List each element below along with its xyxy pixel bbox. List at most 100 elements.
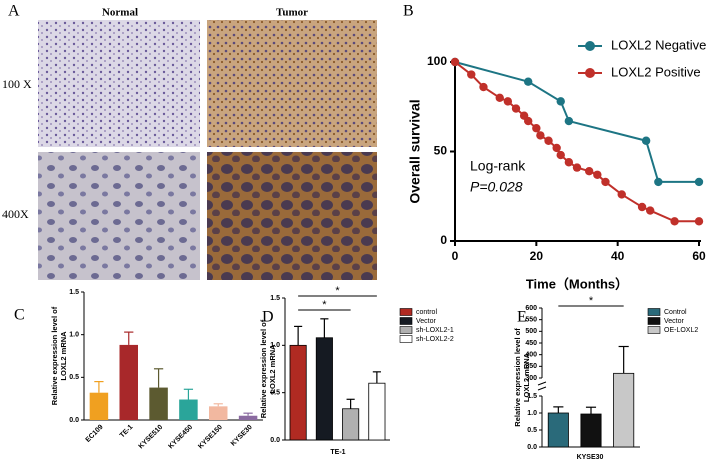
panel-label: B <box>403 3 414 20</box>
y-tick-label: 450 <box>525 340 537 347</box>
marker <box>467 70 476 79</box>
marker <box>670 217 679 226</box>
micrograph <box>38 20 200 147</box>
marker <box>556 97 565 106</box>
y-tick-label: 50 <box>434 144 448 158</box>
marker <box>572 163 582 172</box>
column-label: Normal <box>102 7 138 19</box>
y-tick-label: 0.0 <box>69 417 79 424</box>
x-tick-label: KYSE510 <box>138 424 165 451</box>
legend-marker <box>585 68 595 78</box>
marker <box>694 177 704 187</box>
y-axis-label: Relative expression level of <box>513 328 522 427</box>
y-axis-label: Relative expression level of <box>50 306 59 405</box>
bar <box>613 372 635 448</box>
marker <box>532 124 541 133</box>
marker <box>479 82 488 92</box>
y-tick-label: 1.0 <box>69 332 79 339</box>
panel-label: E <box>517 309 527 326</box>
y-axis-label: Relative expression level of <box>259 319 268 418</box>
marker <box>654 177 663 187</box>
y-tick-label: 600 <box>525 305 537 312</box>
marker <box>495 93 504 103</box>
marker <box>601 177 610 187</box>
legend-label: Vector <box>416 318 437 325</box>
bar <box>179 399 198 420</box>
y-tick-label: 1.0 <box>270 342 280 349</box>
axis-break <box>537 381 547 391</box>
y-tick-label: 1.5 <box>527 393 537 400</box>
legend-swatch <box>399 326 413 334</box>
legend-swatch <box>647 326 661 334</box>
bar <box>547 412 569 448</box>
y-tick-label: 1.5 <box>69 289 79 296</box>
panel-a: A Normal Tumor 100 X 400X <box>2 3 377 280</box>
marker <box>646 206 655 215</box>
y-tick-label: 0.5 <box>527 427 537 434</box>
row-label: 100 X <box>2 77 32 91</box>
x-tick-label: EC109 <box>85 424 105 444</box>
marker <box>617 190 626 199</box>
x-axis-label: Time（Months） <box>526 276 628 291</box>
y-axis-label: LOXL2 mRNA <box>268 344 277 394</box>
y-tick-label: 0 <box>440 233 447 247</box>
y-tick-label: 350 <box>525 363 537 370</box>
x-tick-label: 20 <box>530 249 544 263</box>
legend-swatch <box>399 317 413 325</box>
y-axis-label: Overall survival <box>407 99 423 203</box>
marker <box>524 116 533 126</box>
y-tick-label: 300 <box>525 375 537 382</box>
bar <box>315 337 333 441</box>
marker <box>585 166 594 176</box>
marker <box>556 150 565 160</box>
y-tick-label: 0.5 <box>270 390 280 397</box>
x-tick-label: 60 <box>692 249 706 263</box>
legend-label: LOXL2 Positive <box>611 64 701 79</box>
annotation: Log-rank <box>470 158 526 174</box>
significance-label: * <box>322 299 327 311</box>
significance-label: * <box>589 295 594 307</box>
significance-label: * <box>335 285 340 297</box>
bar <box>89 392 109 420</box>
column-label: Tumor <box>276 7 308 19</box>
x-tick-label: 40 <box>611 249 625 263</box>
y-tick-label: 1.5 <box>270 295 280 302</box>
legend-label: Vector <box>664 318 685 325</box>
legend-marker <box>585 41 595 51</box>
marker <box>641 136 651 145</box>
legend-label: LOXL2 Negative <box>611 37 706 52</box>
marker <box>524 77 533 86</box>
y-tick-label: 0.5 <box>69 374 79 381</box>
x-axis-label: KYSE30 <box>577 454 604 460</box>
marker <box>536 131 545 140</box>
bar <box>289 344 307 441</box>
panel-label: C <box>14 307 25 324</box>
y-axis-label: LOXL2 mRNA <box>59 331 68 381</box>
bar <box>580 413 602 448</box>
bar <box>342 408 360 441</box>
x-tick-label: TE-1 <box>119 424 135 440</box>
x-axis-label: TE-1 <box>330 449 345 456</box>
row-label: 400X <box>2 207 29 221</box>
y-tick-label: 550 <box>525 317 537 324</box>
panel-label: D <box>262 309 274 326</box>
micrograph <box>207 152 377 280</box>
marker <box>694 217 704 226</box>
x-tick-label: KYSE150 <box>197 424 224 451</box>
marker <box>564 158 574 167</box>
legend-label: sh-LOXL2-1 <box>416 327 454 334</box>
marker <box>511 104 521 113</box>
bar <box>149 387 168 420</box>
annotation: P=0.028 <box>470 179 523 195</box>
x-tick-label: KYSE450 <box>167 424 194 451</box>
x-tick-label: KYSE30 <box>230 424 254 448</box>
legend-label: OE-LOXL2 <box>664 327 698 334</box>
y-tick-label: 500 <box>525 328 537 335</box>
bar <box>238 415 258 420</box>
y-tick-label: 0.0 <box>527 444 537 451</box>
x-tick-label: 0 <box>452 249 459 263</box>
legend-swatch <box>399 308 413 316</box>
survival-line <box>454 61 699 223</box>
marker <box>503 97 513 106</box>
